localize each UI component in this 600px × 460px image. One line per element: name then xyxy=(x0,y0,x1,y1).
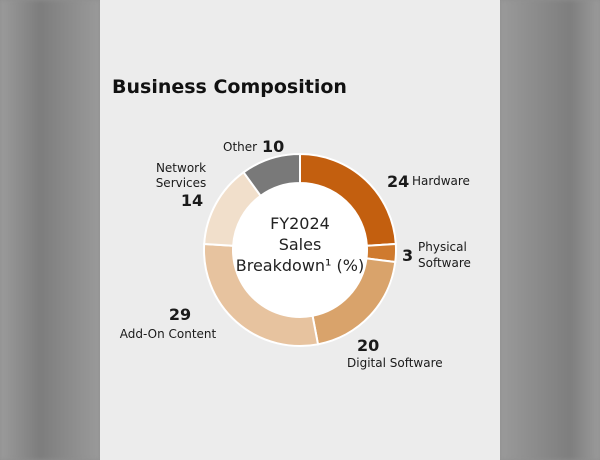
data-label-physical-software-line-1: Physical xyxy=(418,240,467,254)
data-label-hardware-name: Hardware xyxy=(412,174,470,188)
data-label-physical-software-line-2: Software xyxy=(418,256,471,270)
center-text-line-2: Sales xyxy=(279,235,322,254)
donut-hole xyxy=(233,183,367,317)
data-label-hardware-value: 24 xyxy=(387,172,409,191)
page-title: Business Composition xyxy=(112,76,347,98)
data-label-network-services-value: 14 xyxy=(181,191,203,210)
center-text-line-3: Breakdown¹ (%) xyxy=(236,256,364,275)
data-label-network-services-line-1: Network xyxy=(156,161,206,175)
blurred-background-right xyxy=(500,0,600,460)
data-label-digital-software-value: 20 xyxy=(357,336,379,355)
donut-chart: FY2024 Sales Breakdown¹ (%) 24 Hardware … xyxy=(120,137,471,370)
blurred-background-left xyxy=(0,0,100,460)
data-label-other-value: 10 xyxy=(262,137,284,156)
data-label-digital-software-name: Digital Software xyxy=(347,356,443,370)
donut-slices xyxy=(203,152,397,347)
center-text-line-1: FY2024 xyxy=(270,214,330,233)
data-label-other-name: Other xyxy=(223,140,257,154)
content-card: Business Composition FY2024 Sales Breakd… xyxy=(100,0,500,460)
data-label-physical-software-value: 3 xyxy=(402,246,413,265)
data-label-add-on-content-value: 29 xyxy=(169,305,191,324)
data-label-add-on-content-name: Add-On Content xyxy=(120,327,217,341)
data-label-network-services-line-2: Services xyxy=(156,176,207,190)
